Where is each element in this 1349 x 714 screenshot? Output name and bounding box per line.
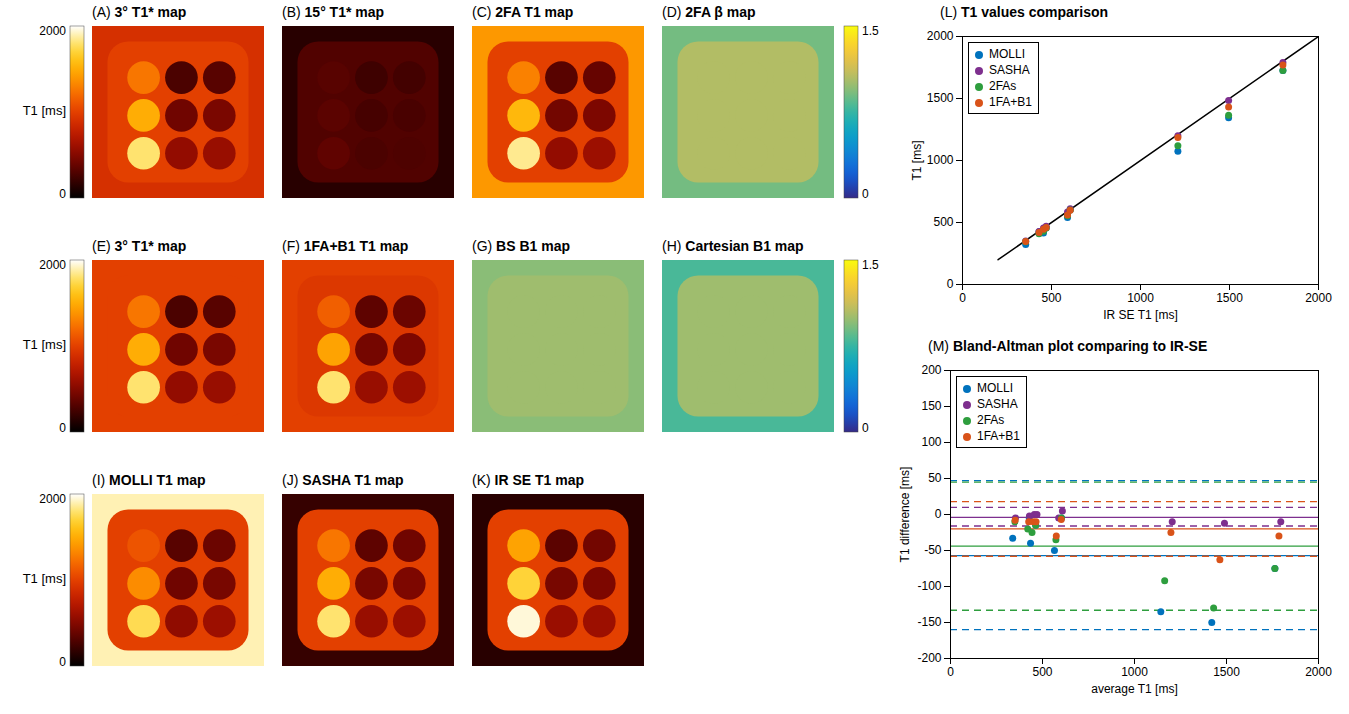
svg-text:1500: 1500 [1216,291,1243,305]
svg-text:150: 150 [921,399,941,413]
svg-text:1000: 1000 [927,153,954,167]
html-text:1FA+B1: 1FA+B1 [977,429,1020,443]
svg-text:2000: 2000 [39,24,66,38]
html-text:(D) 2FA β map: (D) 2FA β map [662,4,756,20]
svg-text:T1 [ms]: T1 [ms] [910,140,924,180]
html-text:(L) T1 values comparison: (L) T1 values comparison [940,4,1109,20]
svg-text:T1 [ms]: T1 [ms] [23,337,66,352]
html-text:2FAs: 2FAs [977,413,1005,427]
svg-text:0: 0 [935,507,942,521]
svg-text:0: 0 [59,187,66,200]
svg-text:-100: -100 [917,579,941,593]
html-text:(F) 1FA+B1 T1 map: (F) 1FA+B1 T1 map [282,238,409,254]
html-text:MOLLI: MOLLI [989,47,1025,61]
svg-text:1500: 1500 [927,91,954,105]
svg-text:1500: 1500 [1213,665,1240,679]
html-text:MOLLI: MOLLI [977,381,1013,395]
svg-text:T1 difference [ms]: T1 difference [ms] [898,467,912,563]
svg-text:1.5: 1.5 [862,24,879,38]
svg-text:2000: 2000 [1305,665,1332,679]
html-text:(K) IR SE T1 map: (K) IR SE T1 map [472,472,584,488]
html-text:(C) 2FA T1 map: (C) 2FA T1 map [472,4,574,20]
svg-text:1.5: 1.5 [862,258,879,272]
svg-text:0: 0 [862,421,869,434]
svg-text:average T1 [ms]: average T1 [ms] [1091,682,1177,696]
svg-text:0: 0 [947,665,954,679]
svg-text:2000: 2000 [927,29,954,43]
html-text:SASHA: SASHA [977,397,1018,411]
svg-text:-200: -200 [917,651,941,665]
html-text:2FAs: 2FAs [989,79,1017,93]
svg-text:0: 0 [59,421,66,434]
svg-text:2000: 2000 [1305,291,1332,305]
svg-text:100: 100 [921,435,941,449]
svg-text:IR SE T1 [ms]: IR SE T1 [ms] [1103,308,1177,322]
html-text:1FA+B1: 1FA+B1 [989,95,1032,109]
svg-text:0: 0 [862,187,869,200]
svg-text:0: 0 [59,655,66,668]
svg-text:1000: 1000 [1127,291,1154,305]
html-text:SASHA: SASHA [989,63,1030,77]
svg-text:-50: -50 [924,543,942,557]
html-text:(I) MOLLI T1 map: (I) MOLLI T1 map [92,472,206,488]
svg-text:0: 0 [959,291,966,305]
svg-text:2000: 2000 [39,492,66,506]
svg-text:500: 500 [933,215,953,229]
svg-text:500: 500 [1041,291,1061,305]
html-text:(M) Bland-Altman plot comparin: (M) Bland-Altman plot comparing to IR-SE [928,338,1208,354]
svg-text:50: 50 [928,471,942,485]
html-text:(E) 3° T1* map: (E) 3° T1* map [92,238,187,254]
svg-text:T1 [ms]: T1 [ms] [23,571,66,586]
svg-text:200: 200 [921,363,941,377]
svg-text:2000: 2000 [39,258,66,272]
svg-text:0: 0 [947,277,954,291]
html-text:(J) SASHA T1 map: (J) SASHA T1 map [282,472,404,488]
svg-text:500: 500 [1032,665,1052,679]
svg-text:-150: -150 [917,615,941,629]
svg-text:1000: 1000 [1121,665,1148,679]
svg-text:T1 [ms]: T1 [ms] [23,103,66,118]
html-text:(B) 15° T1* map: (B) 15° T1* map [282,4,385,20]
html-text:(H) Cartesian B1 map: (H) Cartesian B1 map [662,238,804,254]
html-text:(A) 3° T1* map: (A) 3° T1* map [92,4,187,20]
html-text:(G) BS B1 map: (G) BS B1 map [472,238,570,254]
